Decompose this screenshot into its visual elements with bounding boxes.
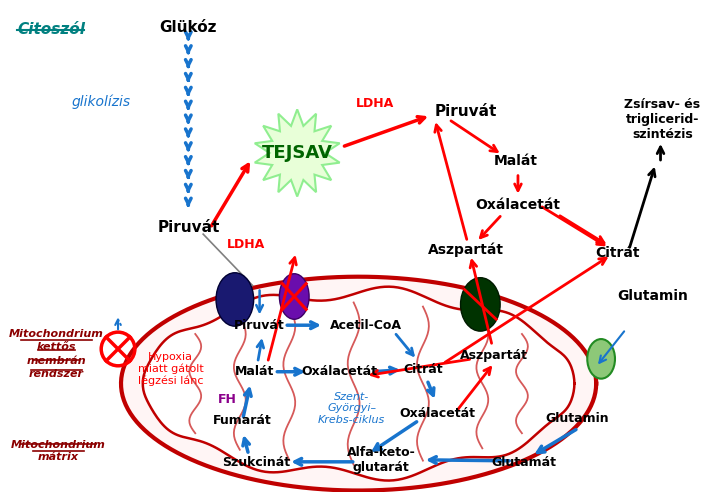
Text: Piruvát: Piruvát — [234, 319, 285, 331]
Text: Citrát: Citrát — [596, 246, 640, 260]
Text: Alfa-keto-
glutarát: Alfa-keto- glutarát — [347, 446, 416, 474]
Text: Oxálacetát: Oxálacetát — [399, 407, 476, 420]
Text: Szukcinát: Szukcinát — [223, 456, 290, 469]
Text: Malát: Malát — [494, 154, 538, 168]
Ellipse shape — [279, 274, 309, 319]
Text: Citoszól: Citoszól — [17, 22, 85, 37]
Text: Acetil-CoA: Acetil-CoA — [330, 319, 402, 331]
Text: FH: FH — [217, 393, 236, 406]
Text: Glutamát: Glutamát — [491, 456, 556, 469]
Ellipse shape — [461, 278, 500, 331]
Text: Piruvát: Piruvát — [157, 220, 219, 235]
Text: glikolízis: glikolízis — [72, 94, 131, 109]
Ellipse shape — [587, 339, 615, 379]
Text: Citrát: Citrát — [403, 363, 443, 376]
Text: Glutamin: Glutamin — [617, 288, 688, 302]
Text: Glükóz: Glükóz — [159, 20, 217, 35]
Text: Fumarát: Fumarát — [212, 414, 271, 427]
Text: Mitochondrium
kettős
membrán
rendszer: Mitochondrium kettős membrán rendszer — [9, 329, 104, 379]
Text: LDHA: LDHA — [356, 97, 394, 110]
Text: Aszpartát: Aszpartát — [427, 243, 503, 257]
Text: Piruvát: Piruvát — [435, 104, 497, 119]
Polygon shape — [143, 287, 575, 481]
Polygon shape — [255, 109, 340, 197]
Text: Oxálacetát: Oxálacetát — [476, 199, 560, 212]
Text: Zsírsav- és
triglicerid-
szintézis: Zsírsav- és triglicerid- szintézis — [624, 98, 701, 141]
Text: Hypoxia
miatt gátolt
légzési lánc: Hypoxia miatt gátolt légzési lánc — [137, 352, 204, 386]
Text: Malát: Malát — [235, 365, 274, 378]
Text: Szent-
Györgyi–
Krebs-ciklus: Szent- Györgyi– Krebs-ciklus — [318, 392, 385, 425]
Ellipse shape — [216, 273, 253, 326]
Text: Mitochondrium
mátrix: Mitochondrium mátrix — [11, 440, 106, 462]
Text: Aszpartát: Aszpartát — [460, 349, 528, 363]
Polygon shape — [121, 277, 596, 491]
Text: LDHA: LDHA — [227, 238, 265, 250]
Text: Glutamin: Glutamin — [545, 412, 609, 425]
Text: TEJSAV: TEJSAV — [262, 144, 333, 162]
Text: Oxálacetát: Oxálacetát — [302, 365, 378, 378]
